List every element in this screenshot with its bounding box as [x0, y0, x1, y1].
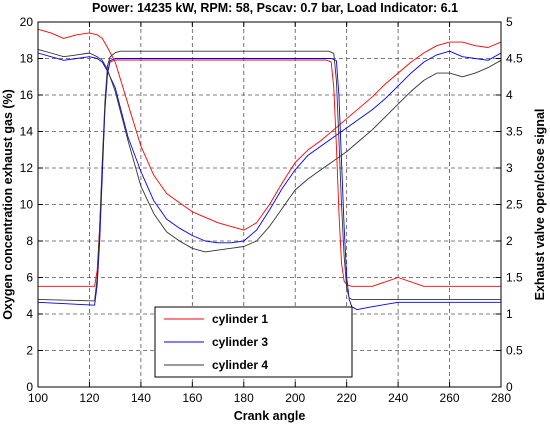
- series-line-1: [37, 28, 502, 231]
- y-right-tick-label: 1: [506, 307, 513, 321]
- x-axis-label: Crank angle: [234, 409, 306, 423]
- y-left-tick-label: 14: [20, 125, 34, 139]
- x-tick-label: 220: [337, 391, 357, 405]
- y-right-tick-label: 3: [506, 161, 513, 175]
- x-tick-label: 260: [440, 391, 460, 405]
- legend: cylinder 1 cylinder 3 cylinder 4: [154, 306, 353, 378]
- y-left-tick-label: 4: [26, 307, 33, 321]
- series-line-4: [38, 59, 501, 287]
- x-tick-label: 200: [285, 391, 305, 405]
- y-right-tick-label: 3.5: [506, 125, 523, 139]
- legend-items: cylinder 1 cylinder 3 cylinder 4: [164, 312, 268, 372]
- y-left-tick-label: 16: [20, 88, 34, 102]
- y-right-tick-labels: 0 0.5 1 1.5 2 2.5 3 3.5 4 4.5 5: [506, 15, 523, 394]
- y-right-tick-label: 2.5: [506, 198, 523, 212]
- y-right-tick-label: 4.5: [506, 52, 523, 66]
- x-tick-label: 240: [388, 391, 408, 405]
- x-tick-label: 160: [182, 391, 202, 405]
- series-line-6: [37, 50, 501, 302]
- series-layer: [37, 28, 502, 311]
- y-right-tick-label: 1.5: [506, 271, 523, 285]
- x-tick-label: 120: [79, 391, 99, 405]
- y-right-tick-label: 2: [506, 234, 513, 248]
- y-left-tick-label: 12: [20, 161, 34, 175]
- series-line-3: [37, 48, 502, 253]
- x-tick-label: 180: [234, 391, 254, 405]
- x-tick-label: 100: [28, 391, 48, 405]
- series-line-2: [37, 50, 502, 244]
- y-left-tick-labels: 0 2 4 6 8 10 12 14 16 18 20: [20, 15, 34, 394]
- x-tick-labels: 100 120 140 160 180 200 220 240 260 280: [28, 391, 511, 405]
- x-tick-label: 280: [491, 391, 511, 405]
- chart-title: Power: 14235 kW, RPM: 58, Pscav: 0.7 bar…: [92, 1, 458, 15]
- x-tick-label: 140: [131, 391, 151, 405]
- legend-label: cylinder 4: [212, 358, 268, 372]
- y-right-tick-label: 0.5: [506, 344, 523, 358]
- y-right-axis-label: Exhaust valve open/close signal: [533, 109, 547, 301]
- y-left-tick-label: 0: [26, 380, 33, 394]
- y-right-tick-label: 4: [506, 88, 513, 102]
- legend-label: cylinder 3: [212, 335, 268, 349]
- legend-label: cylinder 1: [212, 312, 268, 326]
- y-left-tick-label: 18: [20, 52, 34, 66]
- y-left-tick-label: 20: [20, 15, 34, 29]
- y-left-tick-label: 2: [26, 344, 33, 358]
- y-right-tick-label: 5: [506, 15, 513, 29]
- y-left-tick-label: 8: [26, 234, 33, 248]
- y-left-tick-label: 10: [20, 198, 34, 212]
- series-line-5: [37, 58, 501, 311]
- y-right-tick-label: 0: [506, 380, 513, 394]
- ticks: [37, 21, 502, 388]
- y-left-axis-label: Oxygen concentration exhaust gas (%): [1, 89, 15, 320]
- y-left-tick-label: 6: [26, 271, 33, 285]
